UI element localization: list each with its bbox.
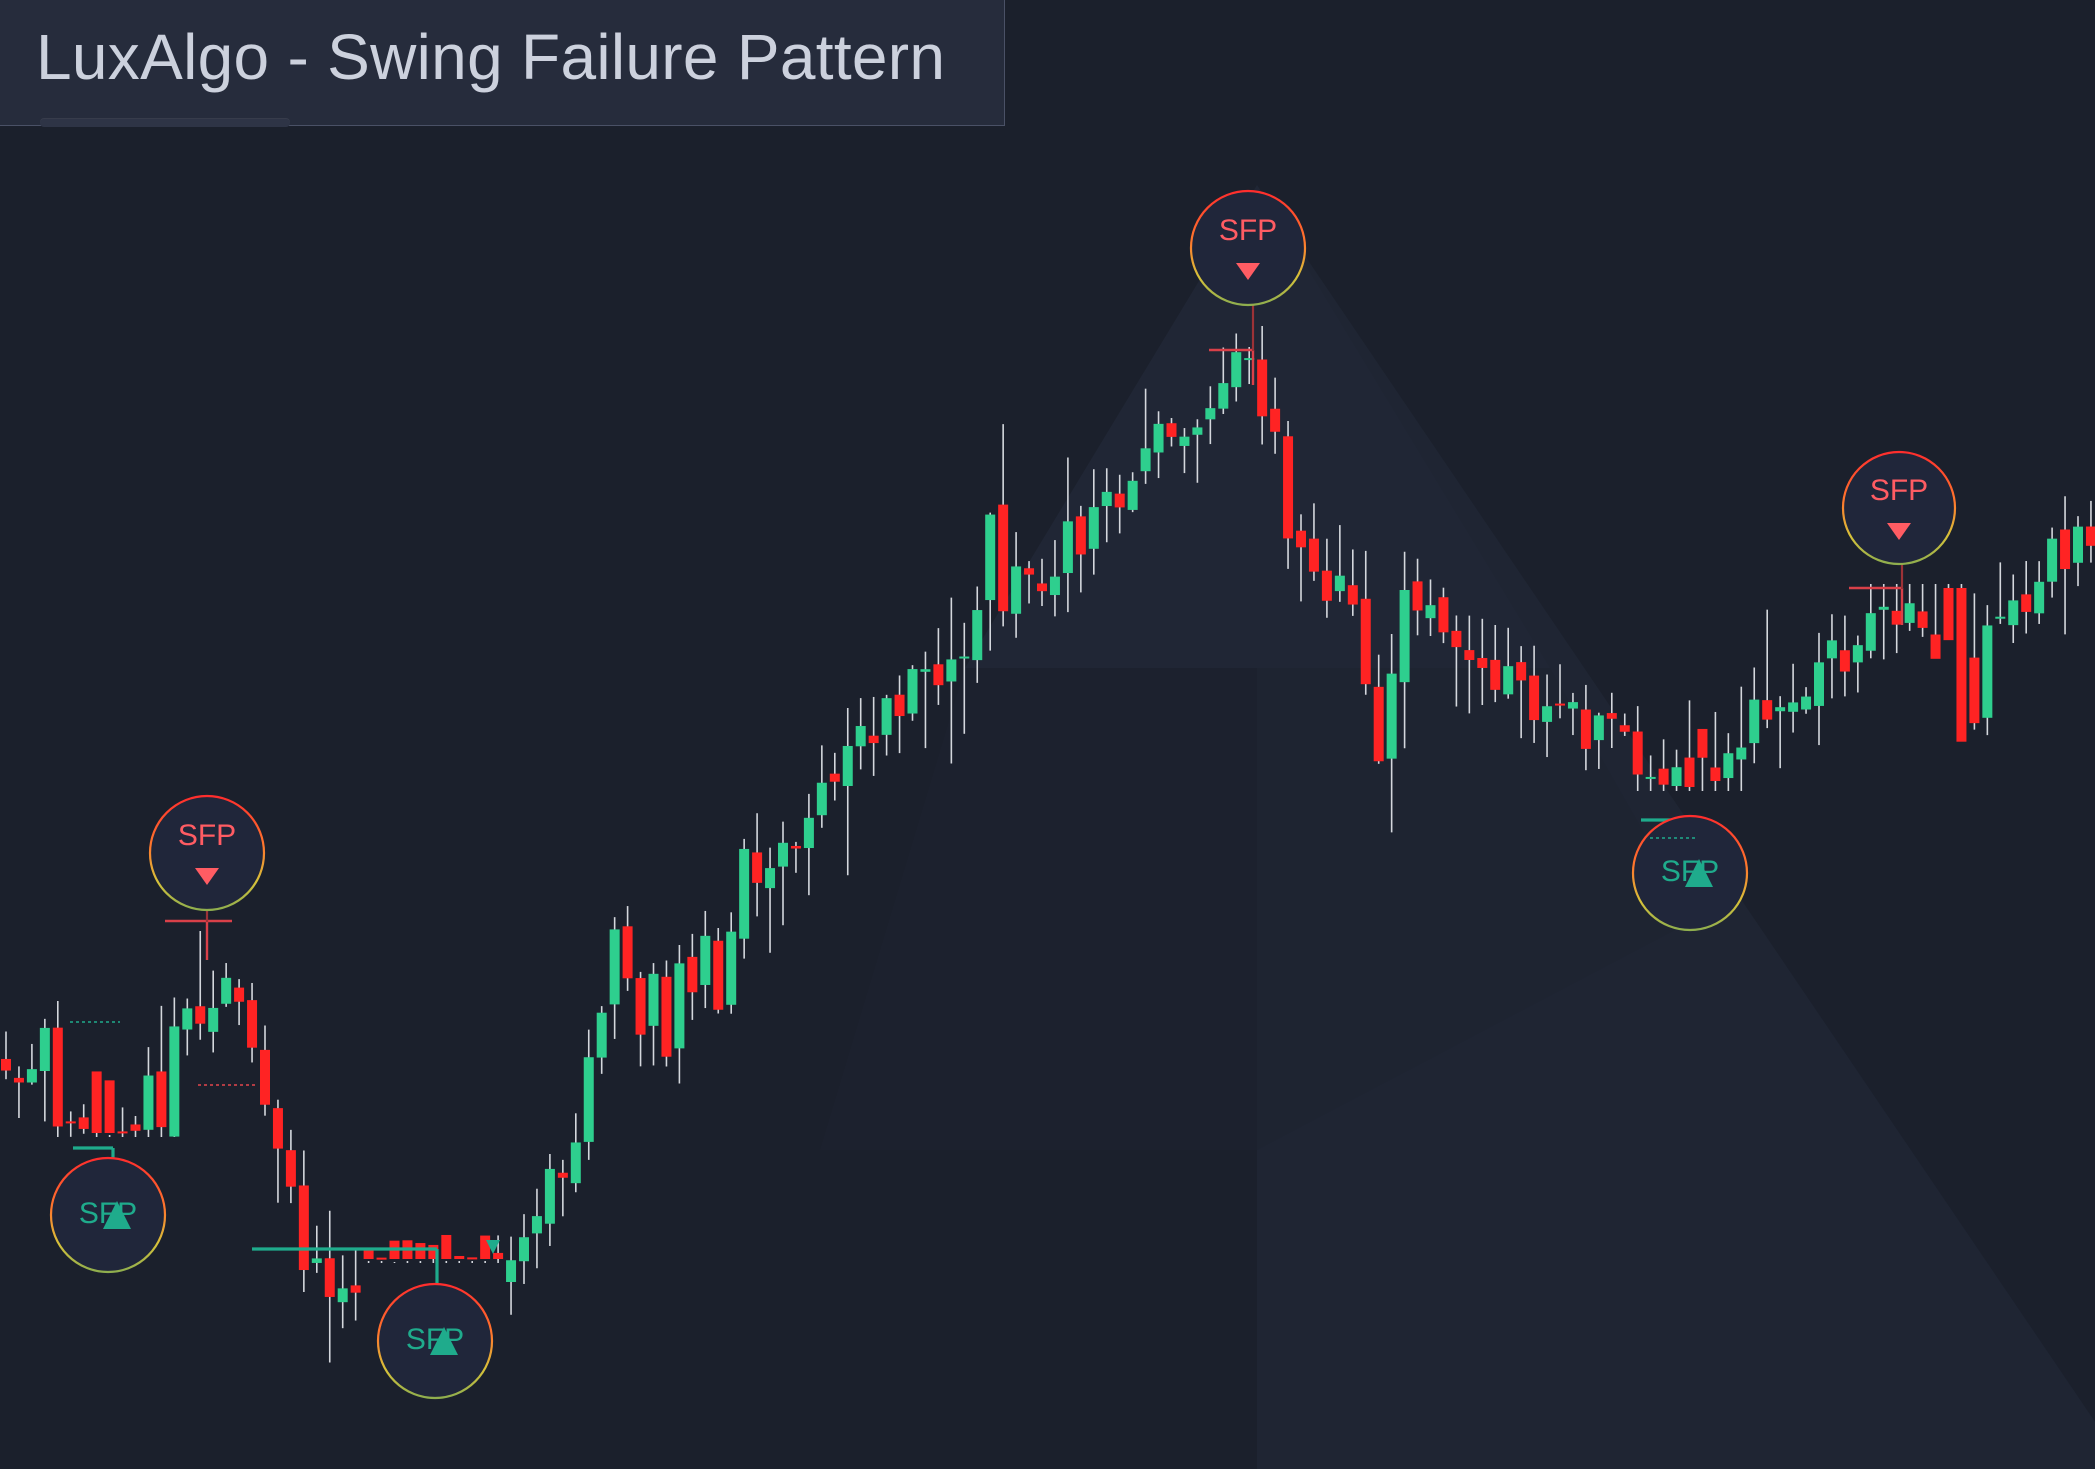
svg-text:SFP: SFP [1870,474,1928,507]
svg-text:SFP: SFP [178,819,236,852]
svg-text:SFP: SFP [1219,214,1277,247]
